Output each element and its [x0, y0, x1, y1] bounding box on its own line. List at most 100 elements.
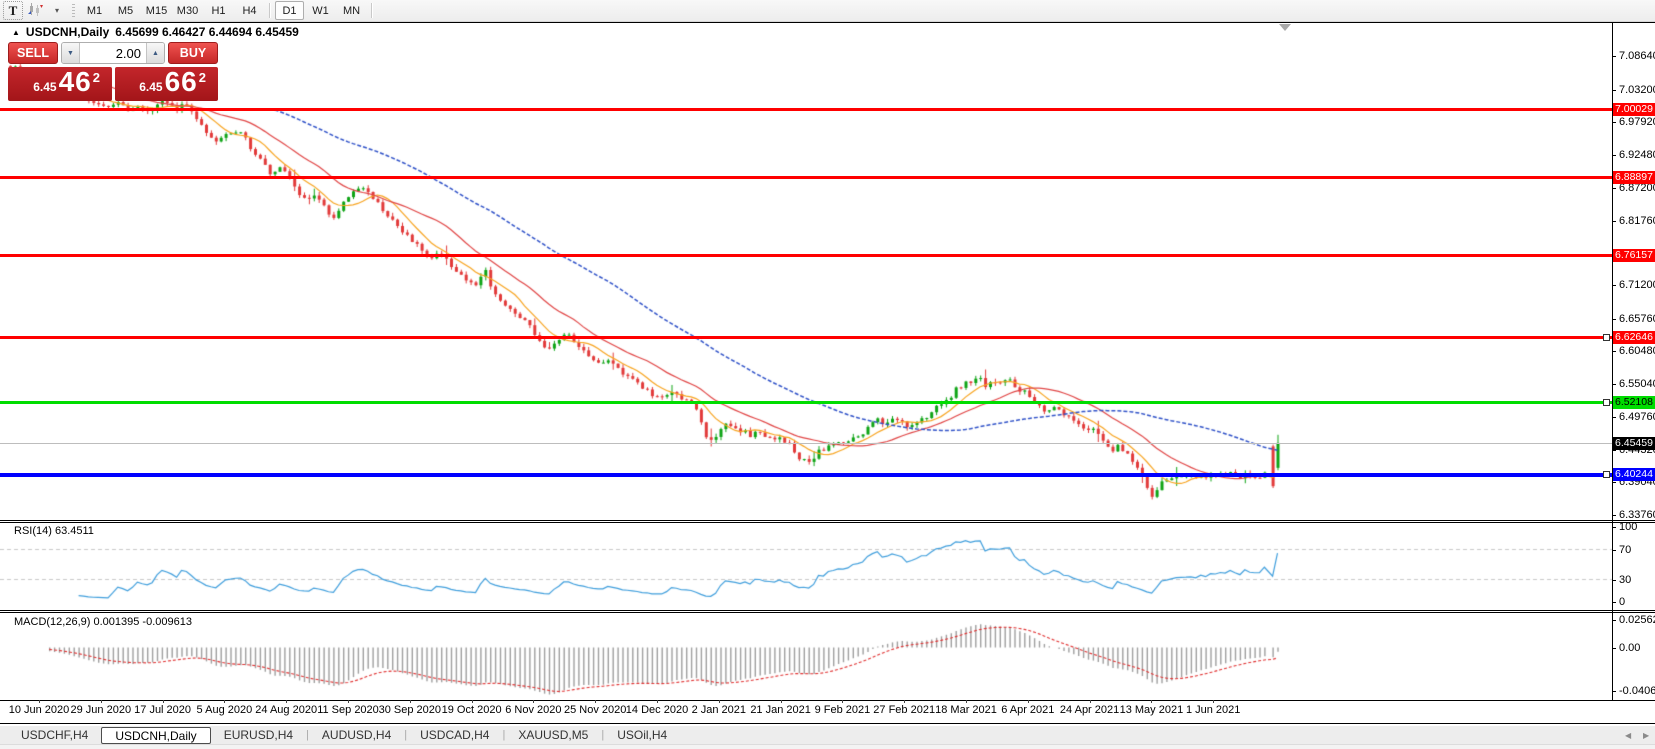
chart-tab-eurusd[interactable]: EURUSD,H4 [223, 728, 294, 742]
date-axis-tick [348, 700, 349, 703]
date-axis-label: 14 Dec 2020 [625, 704, 689, 716]
date-axis-tick [842, 700, 844, 703]
timeframe-button-d1[interactable]: D1 [275, 1, 304, 20]
volume-input[interactable]: 2.00 [115, 45, 141, 61]
chart-tab-xauusd[interactable]: XAUUSD,M5 [518, 728, 589, 742]
macd-axis-tick-label: 0.00 [1619, 641, 1641, 654]
horizontal-line-6.88897[interactable] [0, 175, 1612, 179]
date-axis-tick [224, 700, 226, 703]
timeframe-button-h1[interactable]: H1 [211, 4, 226, 17]
sell-button[interactable]: SELL [8, 42, 58, 64]
date-axis-tick [780, 700, 782, 703]
text-tool-button[interactable]: T [3, 1, 23, 20]
chart-tab-usoil[interactable]: USOil,H4 [617, 728, 668, 742]
horizontal-line-6.76157[interactable] [0, 253, 1612, 257]
timeframe-button-m5[interactable]: M5 [117, 4, 134, 17]
timeframe-button-h4[interactable]: H4 [242, 4, 257, 17]
date-axis-tick [595, 700, 597, 703]
panel-collapse-icon[interactable]: ▲ [12, 27, 20, 37]
sell-price-prefix: 6.45 [33, 80, 57, 94]
line-selection-handle[interactable] [1603, 471, 1610, 479]
chart-tab-bar: USDCHF,H4 USDCNH,Daily EURUSD,H4 | AUDUSD,H4… [0, 726, 1655, 744]
price-axis-tick-label: 6.81760 [1619, 214, 1655, 227]
rsi-macd-separator[interactable] [0, 610, 1655, 611]
volume-decrease-button[interactable]: ▼ [62, 43, 80, 63]
buy-price-point: 2 [198, 70, 206, 85]
tab-separator: | [306, 729, 309, 741]
date-axis-tick [1089, 700, 1091, 703]
price-axis-tick [1612, 384, 1616, 386]
date-axis-tick [100, 700, 102, 703]
date-axis-tick [162, 700, 164, 703]
price-axis-tick [1612, 514, 1616, 516]
rsi-indicator-canvas[interactable] [0, 523, 1612, 610]
macd-axis-tick [1612, 691, 1616, 693]
macd-axis-tick [1612, 619, 1616, 621]
indicators-tool-button[interactable] [25, 1, 45, 20]
chart-tab-audusd[interactable]: AUDUSD,H4 [321, 728, 392, 742]
tab-scroll-right-icon[interactable]: ▶ [1643, 731, 1650, 740]
chart-frame-top [0, 22, 1655, 23]
chart-tab-usdcad[interactable]: USDCAD,H4 [420, 728, 490, 742]
current-price-line [0, 443, 1612, 444]
main-rsi-separator[interactable] [0, 520, 1655, 521]
price-axis-tick-label: 7.08640 [1619, 50, 1655, 63]
date-axis-label: 18 Mar 2021 [935, 704, 997, 716]
date-axis-tick [409, 700, 411, 703]
date-axis-label: 17 Jul 2020 [134, 704, 192, 716]
candlestick-chart-canvas[interactable] [0, 23, 1612, 520]
macd-axis-tick [1612, 647, 1616, 649]
chart-ohlc-values: 6.45699 6.46427 6.44694 6.45459 [115, 25, 299, 39]
macd-indicator-canvas[interactable] [0, 613, 1612, 700]
date-axis-label: 6 Nov 2020 [505, 704, 562, 716]
volume-increase-button[interactable]: ▲ [146, 43, 164, 63]
level-price-label: 6.40244 [1613, 468, 1655, 482]
chart-frame-bottom [0, 723, 1655, 724]
toolbar-separator [269, 3, 270, 18]
buy-button[interactable]: BUY [168, 42, 218, 64]
date-axis-label: 2 Jan 2021 [691, 704, 747, 716]
date-axis-label: 30 Sep 2020 [378, 704, 441, 716]
line-selection-handle[interactable] [1603, 334, 1610, 342]
toolbar-separator [371, 3, 372, 18]
date-axis-label: 13 May 2021 [1119, 704, 1184, 716]
tab-scroll-left-icon[interactable]: ◀ [1625, 731, 1632, 740]
date-axis-tick [1027, 700, 1029, 703]
timeframe-button-m1[interactable]: M1 [86, 4, 103, 17]
chart-tab-usdchf[interactable]: USDCHF,H4 [21, 728, 89, 742]
price-axis-tick [1612, 155, 1616, 157]
horizontal-line-6.40244[interactable] [0, 472, 1612, 477]
sell-price-display[interactable]: 6.45 46 2 [8, 67, 112, 101]
price-axis-tick-label: 6.97920 [1619, 115, 1655, 128]
timeframe-button-w1[interactable]: W1 [312, 4, 329, 17]
date-axis-tick [471, 700, 473, 703]
price-axis-tick [1612, 187, 1616, 189]
price-axis-tick-label: 6.60480 [1619, 345, 1655, 358]
tab-separator: | [502, 729, 506, 741]
rsi-axis-tick-label: 30 [1619, 573, 1632, 586]
timeframe-button-mn[interactable]: MN [342, 4, 361, 17]
price-axis-tick [1612, 416, 1616, 418]
rsi-label: RSI(14) 63.4511 [14, 525, 94, 537]
indicators-dropdown-button[interactable]: ▾ [47, 1, 67, 20]
date-axis-label: 1 Jun 2021 [1185, 704, 1241, 716]
date-axis-tick [657, 700, 658, 703]
chart-title: ▲ USDCNH,Daily 6.45699 6.46427 6.44694 6… [12, 25, 299, 39]
timeframe-button-m15[interactable]: M15 [145, 4, 168, 17]
date-axis-tick [718, 700, 720, 703]
timeframe-button-m30[interactable]: M30 [176, 4, 199, 17]
window-gap [0, 724, 1655, 726]
date-axis-tick [286, 700, 288, 703]
line-selection-handle[interactable] [1603, 398, 1610, 406]
chart-tab-usdcnh[interactable]: USDCNH,Daily [101, 726, 211, 744]
horizontal-line-6.52108[interactable] [0, 400, 1612, 404]
level-price-label: 6.88897 [1613, 170, 1655, 184]
horizontal-line-7.00029[interactable] [0, 107, 1612, 111]
buy-price-prefix: 6.45 [139, 80, 163, 94]
toolbar-grip[interactable] [72, 3, 75, 18]
date-axis-label: 9 Feb 2021 [814, 704, 871, 716]
chart-shift-marker[interactable] [1279, 24, 1291, 31]
price-axis-tick-label: 6.49760 [1619, 410, 1655, 423]
horizontal-line-6.62646[interactable] [0, 336, 1612, 340]
buy-price-display[interactable]: 6.45 66 2 [115, 67, 218, 101]
